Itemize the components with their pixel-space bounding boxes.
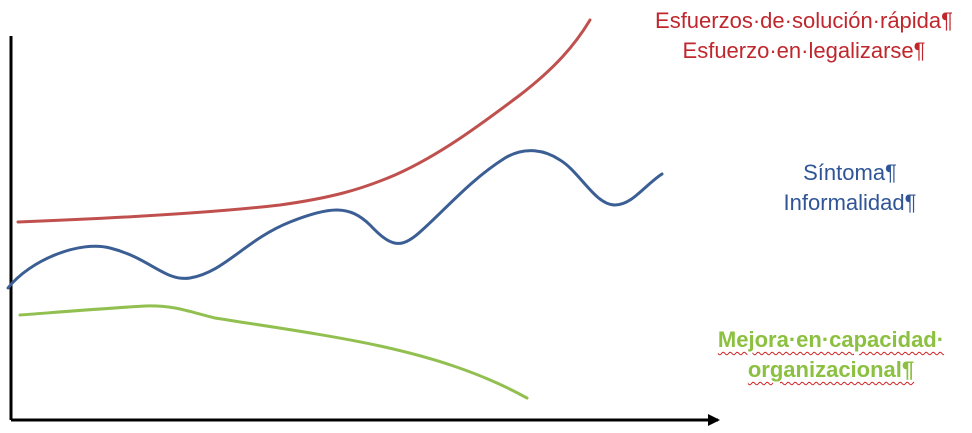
label-quick-fix-line2: Esfuerzo·en·legalizarse¶ [682,38,926,63]
label-capacity-line2: organizacional¶ [747,357,915,382]
label-symptom-line2: Informalidad¶ [783,190,917,215]
red-curve-quick-fix-efforts [16,18,592,224]
label-organizational-capacity: Mejora·en·capacidad· organizacional¶ [690,325,972,385]
label-symptom-line1: Síntoma¶ [803,160,897,185]
label-quick-fix-efforts: Esfuerzos·de·solución·rápida¶ Esfuerzo·e… [640,6,968,66]
label-quick-fix-line1: Esfuerzos·de·solución·rápida¶ [655,8,953,33]
blue-curve-symptom [6,149,664,290]
green-curve-organizational-capacity [18,304,529,400]
label-symptom: Síntoma¶ Informalidad¶ [730,158,970,218]
label-capacity-line1: Mejora·en·capacidad· [717,327,945,352]
